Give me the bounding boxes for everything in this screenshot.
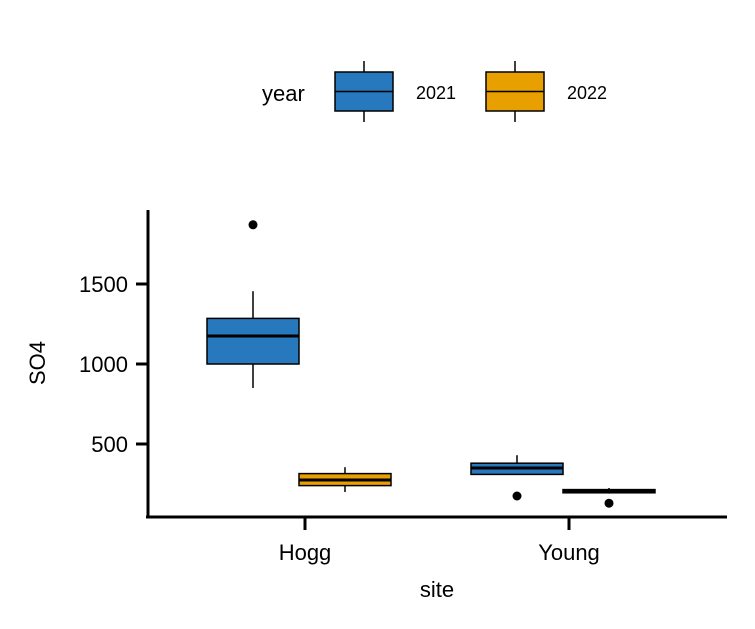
legend-item-2021: 2021 [334, 61, 456, 122]
y-axis-title: SO4 [25, 341, 50, 385]
box-2022-hogg [298, 467, 392, 492]
plot-area [206, 220, 656, 508]
box-2021-young [470, 455, 564, 501]
y-tick-label: 500 [91, 432, 128, 457]
box-body [206, 317, 300, 365]
x-tick-label-hogg: Hogg [279, 540, 332, 565]
x-tick-label-young: Young [538, 540, 600, 565]
y-tick-label: 1000 [79, 352, 128, 377]
y-tick-label: 1500 [79, 272, 128, 297]
legend: year 2021 2022 [262, 61, 607, 122]
x-axis-ticks: Hogg Young [279, 517, 600, 565]
outlier-point [604, 498, 614, 508]
legend-item-2022: 2022 [485, 61, 607, 122]
box-2022-young [562, 488, 656, 508]
legend-title: year [262, 81, 305, 106]
y-axis-ticks: 500 1000 1500 [79, 272, 148, 457]
legend-label: 2022 [567, 83, 607, 103]
legend-label: 2021 [416, 83, 456, 103]
box-2021-hogg [206, 220, 300, 388]
outlier-point [512, 491, 522, 501]
x-axis-title: site [420, 577, 454, 602]
outlier-point [248, 220, 258, 230]
